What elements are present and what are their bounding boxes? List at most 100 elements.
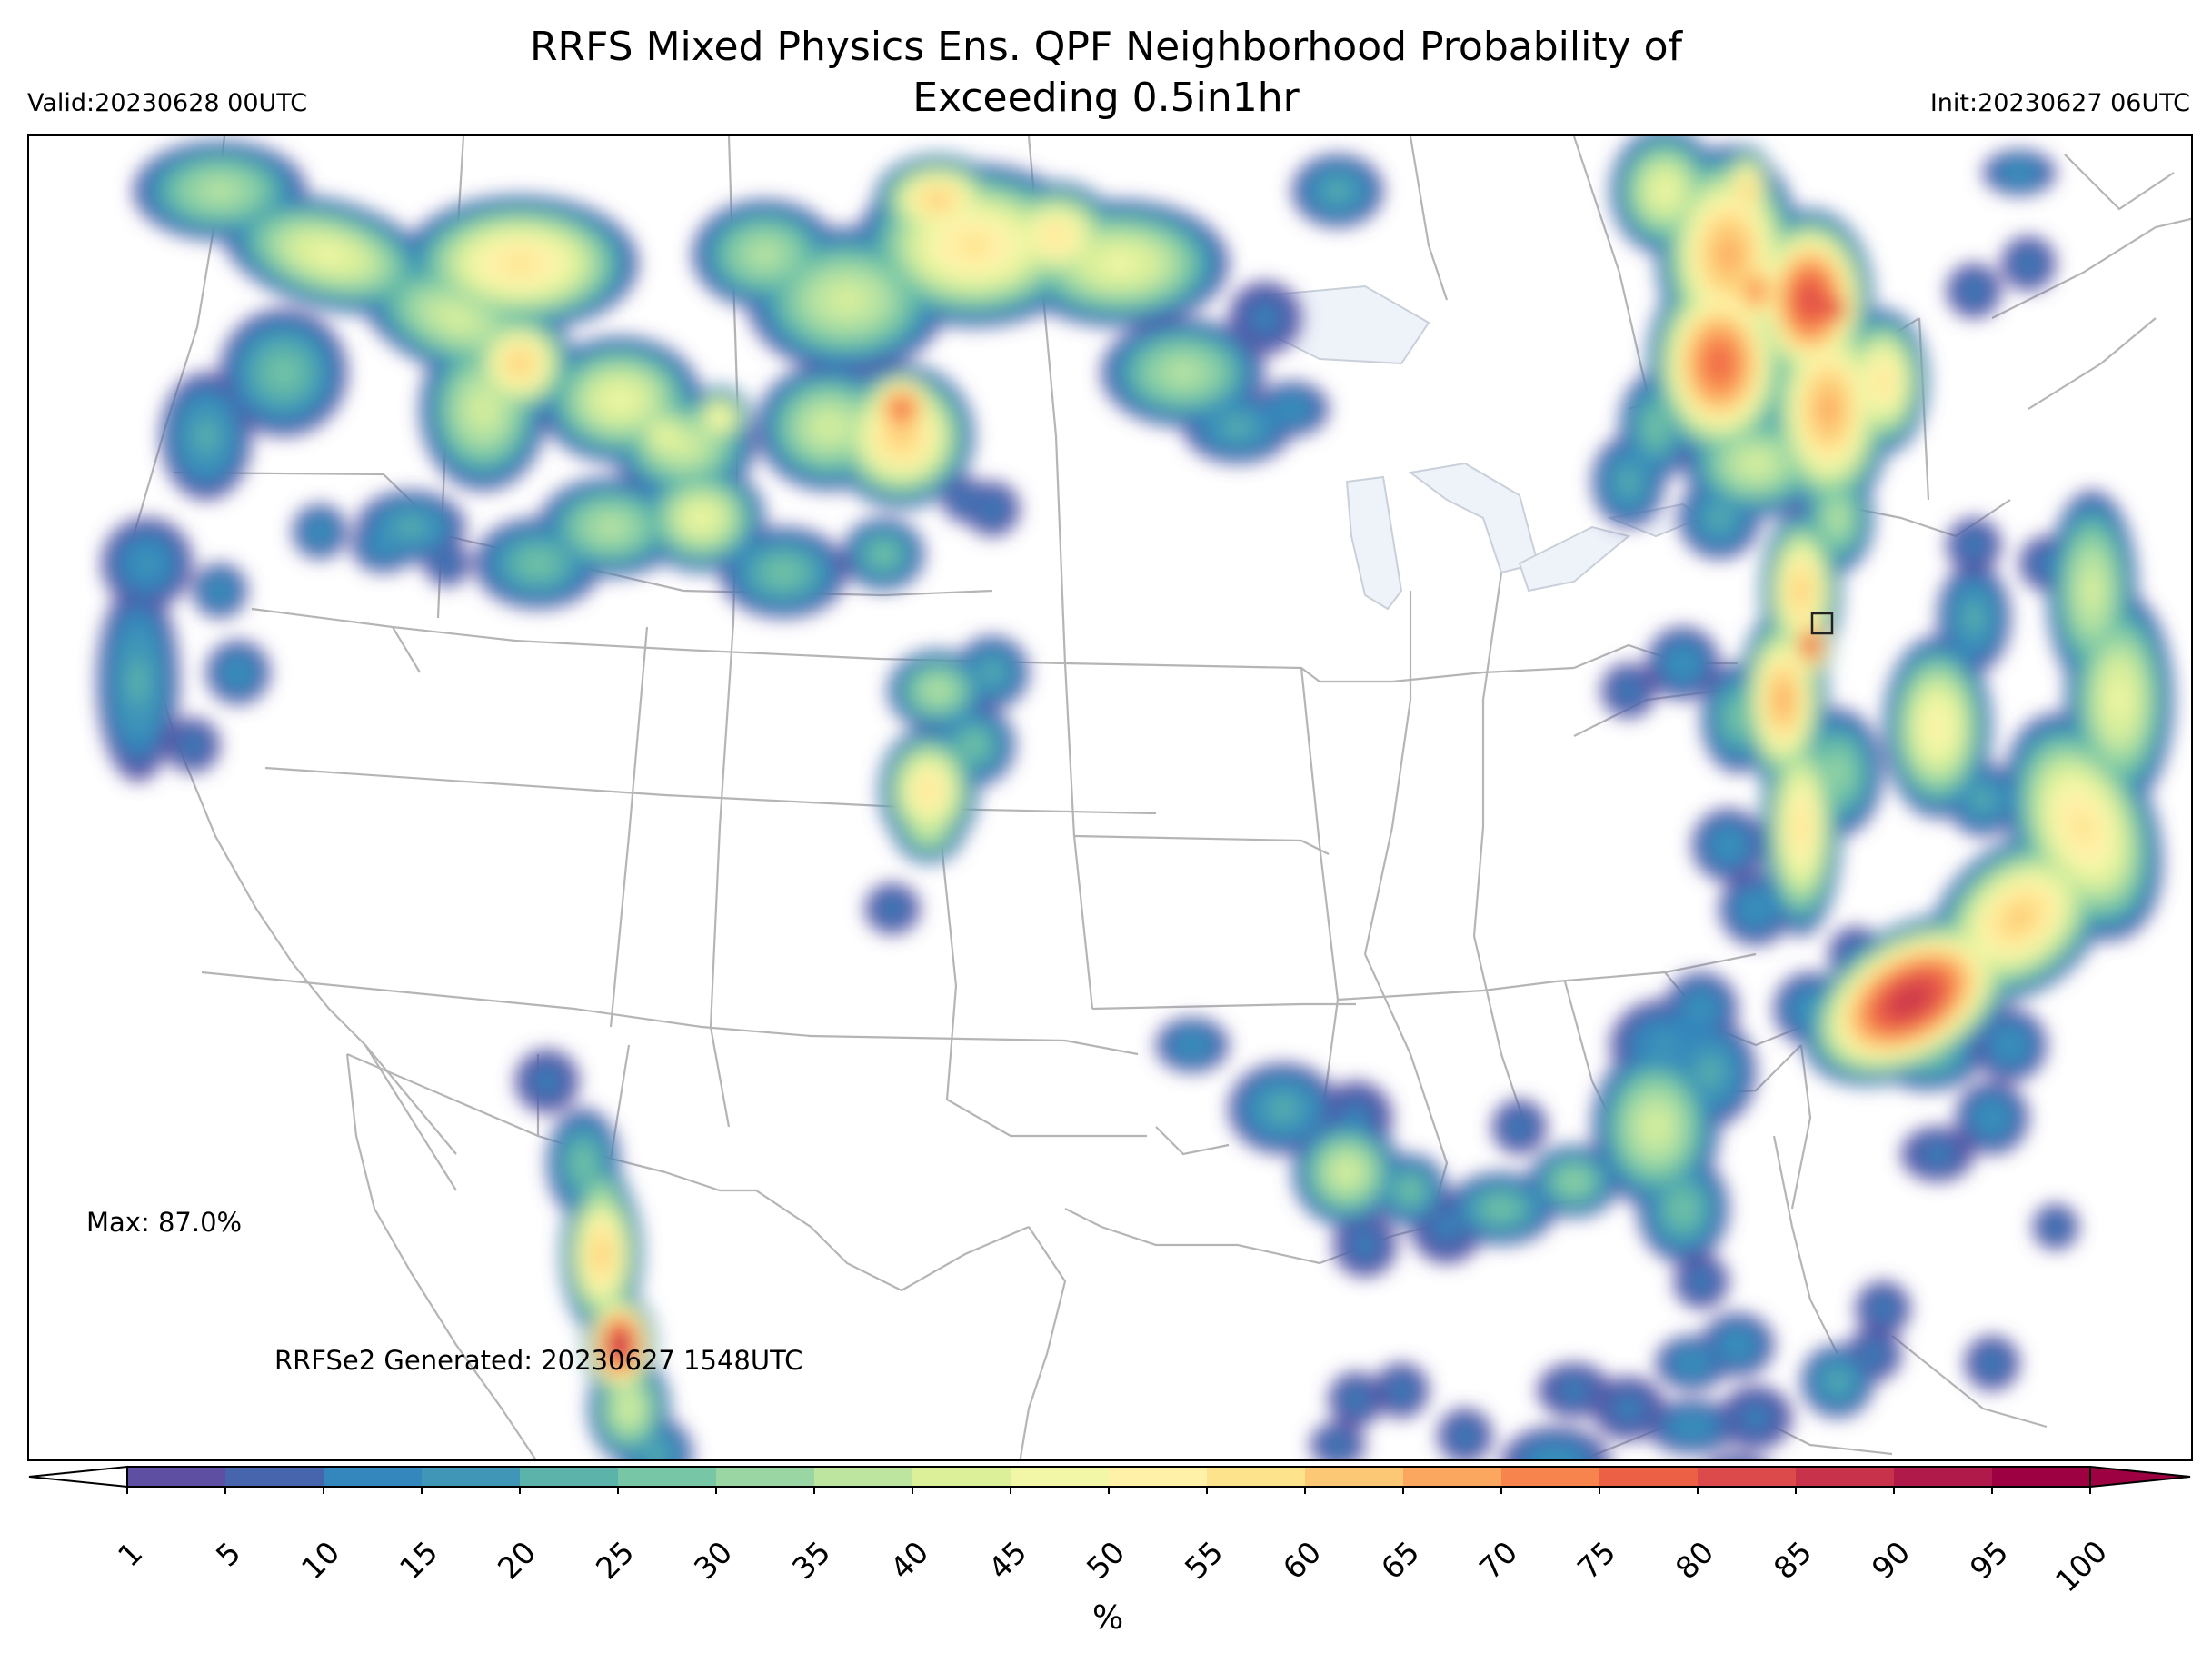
probability-contour [1744,454,1768,473]
title-line-1: RRFS Mixed Physics Ens. QPF Neighborhood… [529,24,1683,70]
probability-contour [1392,1381,1410,1399]
colorbar-bin [520,1467,619,1487]
probability-contour [922,782,936,800]
probability-contour [525,554,551,573]
colorbar-tick-label: 55 [1177,1534,1230,1587]
probability-contour [1456,1427,1474,1445]
probability-contour [1620,471,1637,493]
probability-contour [213,583,227,598]
probability-contour [1347,1390,1365,1409]
probability-contour [983,500,1001,518]
colorbar-bin [1109,1467,1208,1487]
probability-contour [1338,1163,1356,1181]
probability-contour [2111,683,2127,716]
probability-contour [184,736,202,754]
probability-contour [1282,402,1302,416]
probability-contour [752,244,778,264]
colorbar-tick-label: 50 [1079,1534,1131,1587]
colorbar-tick-label: 95 [1962,1534,2015,1587]
probability-contour [1435,1215,1459,1239]
probability-contour [1650,1033,1679,1057]
probability-contour [1874,1300,1892,1318]
probability-contour [128,659,148,704]
probability-contour [1674,1198,1692,1220]
probability-contour [1893,1002,1909,1015]
valid-time-label: Valid:20230628 00UTC [27,89,308,117]
colorbar-unit-label: % [1092,1599,1124,1637]
probability-contour [1521,1439,1590,1459]
probability-contour [613,1334,627,1356]
probability-contour [1877,372,1889,392]
probability-contour [271,360,296,385]
probability-contour [2000,1035,2020,1055]
probability-contour [1510,1118,1529,1136]
probability-contour [1796,580,1807,602]
probability-contour [398,519,423,535]
colorbar-bin [1894,1467,1993,1487]
probability-contour [607,390,633,410]
colorbar-bin [912,1467,1011,1487]
probability-contour [2038,554,2056,573]
colorbar-tick-label: 30 [686,1534,739,1587]
probability-contour [966,737,982,753]
colorbar-tick-label: 1 [110,1535,150,1574]
probability-contour [648,1446,664,1459]
probability-contour [817,416,841,438]
max-value-label: Max: 87.0% [86,1207,243,1238]
probability-contour [1253,306,1277,330]
probability-contour [1719,241,1738,268]
probability-contour [596,1193,607,1206]
probability-contour [230,664,246,681]
colorbar-bin [716,1467,815,1487]
probability-contour [1225,419,1250,435]
probability-contour [440,556,454,571]
probability-contour [958,234,991,257]
probability-contour [1682,1356,1702,1370]
colorbar-bin [814,1467,913,1487]
probability-contour [1808,641,1813,650]
probability-contour [1751,285,1760,296]
probability-contour [1728,1337,1748,1353]
probability-contour [1716,1454,1759,1459]
colorbar-under-extension [28,1465,128,1489]
probability-contour [1645,1113,1667,1140]
probability-contour [1982,1108,2002,1128]
probability-contour [715,413,724,423]
probability-contour [1709,508,1729,528]
map-title: RRFS Mixed Physics Ens. QPF Neighborhood… [0,22,2212,124]
colorbar-tick-label: 20 [490,1534,543,1587]
probability-contour [1800,999,1820,1019]
colorbar-bin [324,1467,423,1487]
probability-contour [1744,1407,1768,1429]
probability-contour [930,194,946,206]
probability-contour [896,403,907,414]
probability-contour [622,1399,636,1418]
probability-contour [1680,1419,1704,1434]
probability-contour [1730,707,1745,729]
colorbar [28,1465,2191,1494]
probability-contour [1403,1183,1418,1198]
probability-contour [513,356,527,371]
probability-contour [1103,254,1136,274]
colorbar-bin [1403,1467,1502,1487]
probability-contour [1965,536,1983,554]
map-canvas [97,136,2191,1459]
probability-contour [1354,1234,1376,1256]
probability-contour [1926,1145,1949,1163]
probability-contour [576,1152,591,1174]
colorbar-tick-label: 10 [294,1534,346,1587]
probability-contour [1975,792,1991,808]
colorbar-bin [127,1467,226,1487]
probability-contour [2009,166,2029,179]
probability-contour [1490,1201,1512,1216]
colorbar-tick-label: 100 [2048,1533,2114,1599]
max-location-marker [1810,612,1834,635]
probability-contour [1795,812,1808,842]
probability-contour [929,683,947,698]
probability-field [97,136,2174,1459]
probability-contour [2008,906,2031,930]
probability-contour [1619,682,1638,700]
probability-contour [1562,1381,1586,1399]
probability-contour [1565,1174,1583,1189]
colorbar-bin [618,1467,717,1487]
